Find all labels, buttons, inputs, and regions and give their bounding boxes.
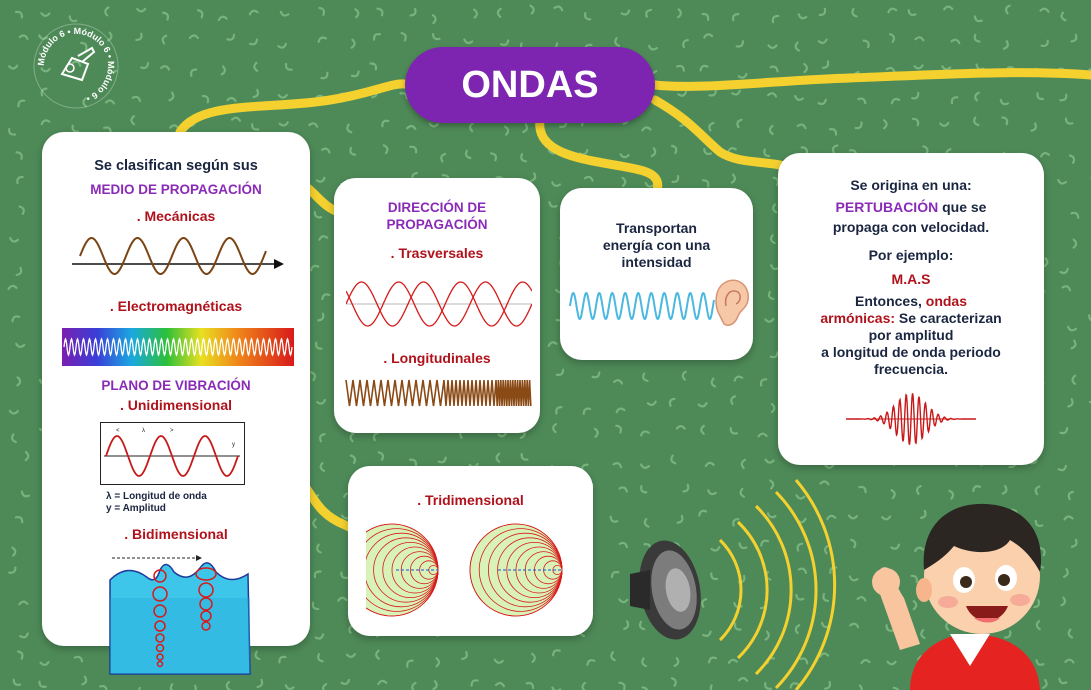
classification-intro: Se clasifican según sus xyxy=(94,158,258,174)
harmonic-line2: armónicas: Se caracterizan xyxy=(778,310,1044,327)
vibration-plane-heading: PLANO DE VIBRACIÓN xyxy=(101,378,251,393)
svg-text:Módulo 6 • Módulo 6 • Módulo 6: Módulo 6 • Módulo 6 • Módulo 6 • xyxy=(36,26,116,104)
svg-text:>: > xyxy=(170,428,174,434)
origin-line2-rest: que se xyxy=(938,199,987,215)
svg-text:<: < xyxy=(116,428,120,434)
harmonic-pulse-icon xyxy=(846,393,976,445)
page-title: ONDAS xyxy=(461,64,599,106)
mechanical-wave-icon xyxy=(72,237,284,275)
svg-text:y: y xyxy=(232,442,235,448)
harmonic-line1: Entonces, ondas xyxy=(778,293,1044,310)
ear-icon xyxy=(715,279,749,327)
module-logo: Módulo 6 • Módulo 6 • Módulo 6 • xyxy=(32,22,120,110)
energy-line2: energía con una xyxy=(602,237,711,253)
sound-wave-icon xyxy=(569,292,715,320)
unidimensional-wave-diagram: < λ > y xyxy=(100,422,245,485)
energy-line1: Transportan xyxy=(616,220,697,236)
tridimensional-label: . Tridimensional xyxy=(417,492,524,508)
unidimensional-label: . Unidimensional xyxy=(119,397,232,413)
origin-line1: Se origina en una: xyxy=(850,177,972,193)
pertubacion-word: PERTUBACIÓN xyxy=(835,199,939,215)
harmonic-line5: frecuencia. xyxy=(874,361,948,377)
transversal-label: . Trasversales xyxy=(390,245,484,261)
bidimensional-wave-diagram xyxy=(109,555,251,675)
origin-line3: propaga con velocidad. xyxy=(832,219,990,235)
svg-text:λ: λ xyxy=(142,428,145,434)
bidimensional-label: . Bidimensional xyxy=(124,526,228,542)
longitudinal-label: . Longitudinales xyxy=(383,350,491,366)
electromagnetic-label: . Electromagnéticas xyxy=(109,298,243,314)
spherical-wave-diagram xyxy=(366,523,563,617)
lambda-legend: λ = Longitud de onda xyxy=(106,491,207,502)
amplitude-legend: y = Amplitud xyxy=(106,503,166,514)
title-banner: ONDAS xyxy=(405,47,655,123)
direction-card: DIRECCIÓN DE PROPAGACIÓN . Trasversales … xyxy=(334,178,540,433)
entonces-word: Entonces, xyxy=(854,293,926,309)
classification-card: Se clasifican según sus MEDIO DE PROPAGA… xyxy=(42,132,310,675)
mas-label: M.A.S xyxy=(891,271,931,287)
origin-line2: PERTUBACIÓN que se xyxy=(778,199,1044,216)
boy-character-illustration xyxy=(872,503,1042,690)
speaker-icon xyxy=(630,479,837,690)
harmonic-line3: por amplitud xyxy=(868,327,954,343)
direction-heading-line2: PROPAGACIÓN xyxy=(386,217,488,232)
energy-line3: intensidad xyxy=(621,254,692,270)
ondas-word: ondas xyxy=(925,293,968,309)
origin-card: Se origina en una: PERTUBACIÓN que se pr… xyxy=(778,153,1044,465)
energy-card: Transportan energía con una intensidad xyxy=(560,188,753,360)
example-label: Por ejemplo: xyxy=(868,247,954,263)
direction-heading-line1: DIRECCIÓN DE xyxy=(387,200,487,215)
mechanical-label: . Mecánicas xyxy=(136,208,216,224)
tridimensional-card: . Tridimensional xyxy=(348,466,593,636)
caracterizan-text: Se caracterizan xyxy=(895,310,1002,326)
medium-heading: MEDIO DE PROPAGACIÓN xyxy=(90,182,262,197)
transversal-wave-icon xyxy=(346,281,532,327)
spring-wave-icon xyxy=(345,379,532,407)
harmonic-line4: a longitud de onda periodo xyxy=(821,344,1001,360)
spectrum-icon xyxy=(62,328,294,366)
module-6-stamp-icon: Módulo 6 • Módulo 6 • Módulo 6 • xyxy=(33,23,119,109)
armonicas-word: armónicas: xyxy=(820,310,896,326)
